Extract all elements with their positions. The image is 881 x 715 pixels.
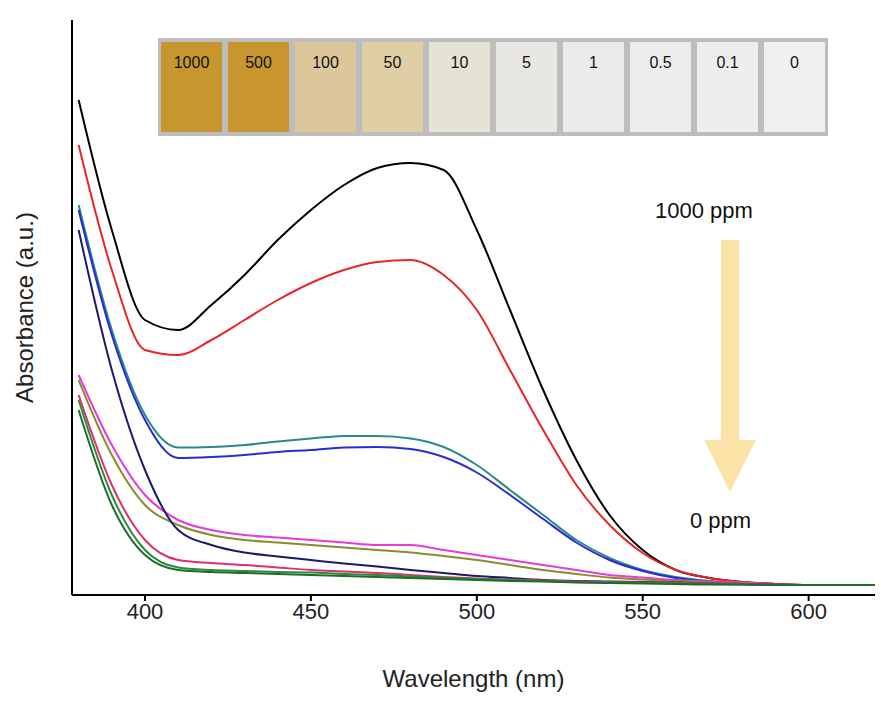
html-text:50: 50 — [383, 54, 402, 71]
html-text:0.1: 0.1 — [716, 54, 739, 71]
html-text:500: 500 — [245, 54, 272, 71]
html-text:0.5: 0.5 — [649, 54, 672, 71]
html-text:100: 100 — [312, 54, 339, 71]
svg-text:500: 500 — [458, 599, 495, 624]
svg-text:400: 400 — [127, 599, 164, 624]
html-text:5: 5 — [522, 54, 531, 71]
html-text:1: 1 — [589, 54, 598, 71]
svg-text:450: 450 — [293, 599, 330, 624]
svg-text:550: 550 — [624, 599, 661, 624]
html-text:10: 10 — [450, 54, 469, 71]
html-text:1000 ppm: 1000 ppm — [655, 198, 753, 223]
html-text:0 ppm: 0 ppm — [690, 508, 752, 533]
html-text:1000: 1000 — [173, 54, 210, 71]
svg-text:Absorbance (a.u.): Absorbance (a.u.) — [11, 212, 38, 403]
svg-text:600: 600 — [790, 599, 827, 624]
html-text:0: 0 — [790, 54, 799, 71]
svg-text:Wavelength (nm): Wavelength (nm) — [383, 665, 565, 692]
